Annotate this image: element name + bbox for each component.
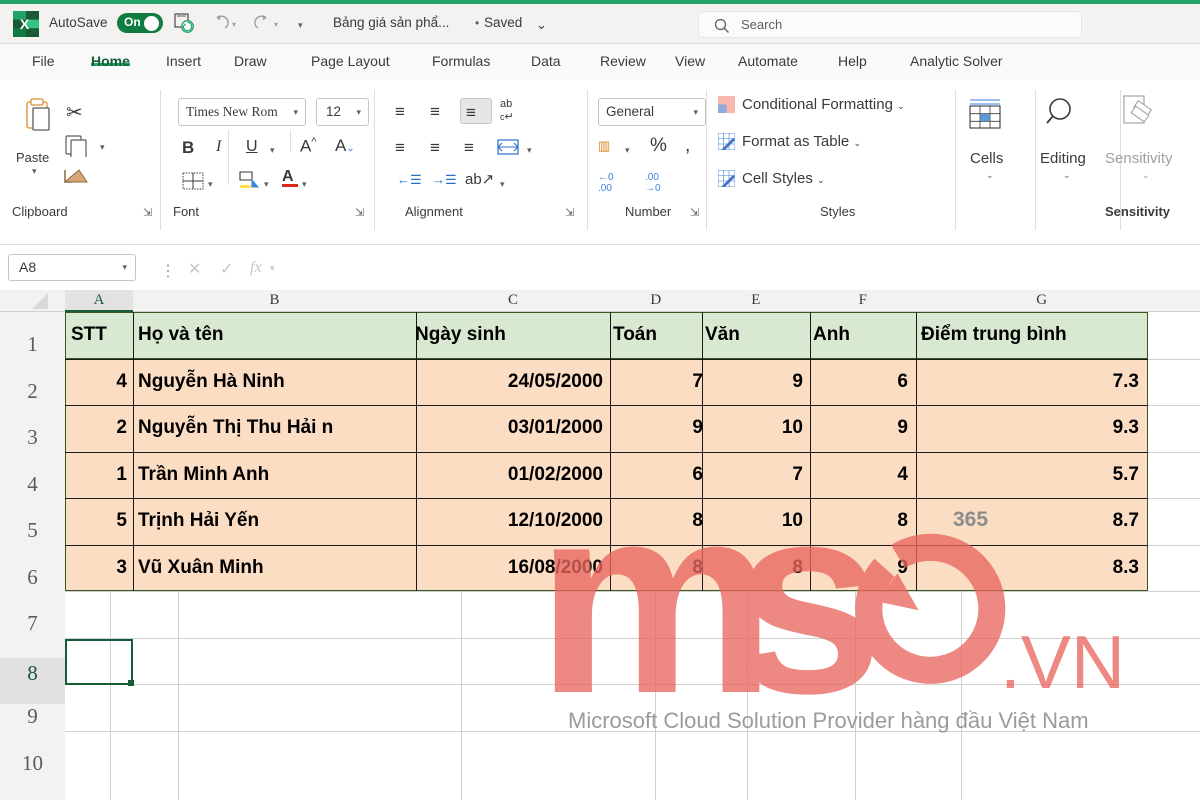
svg-text:X: X bbox=[20, 16, 30, 32]
